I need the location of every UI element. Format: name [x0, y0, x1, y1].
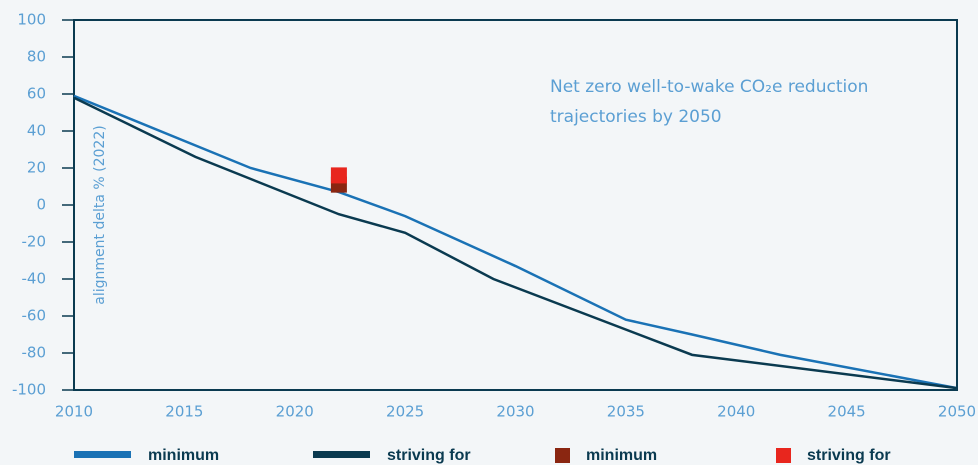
x-tick-label: 2050 — [938, 403, 976, 421]
legend-label: minimum — [148, 447, 219, 464]
x-tick-label: 2045 — [828, 403, 866, 421]
x-tick-label: 2020 — [276, 403, 314, 421]
y-tick-label: -80 — [22, 344, 47, 362]
y-tick-label: -60 — [22, 307, 47, 325]
legend-label: striving for — [387, 447, 471, 464]
legend-swatch — [776, 448, 791, 463]
legend-swatch — [74, 451, 131, 458]
y-tick-label: 60 — [27, 85, 46, 103]
line — [73, 96, 958, 390]
y-tick-label: -100 — [12, 381, 46, 399]
plot-frame — [73, 19, 958, 391]
y-tick-label: -40 — [22, 270, 47, 288]
y-tick-label: -20 — [22, 233, 47, 251]
y-axis-label: alignment delta % (2022) — [92, 125, 108, 304]
x-tick-label: 2040 — [717, 403, 755, 421]
legend-swatch — [555, 448, 570, 463]
y-tick-label: 80 — [27, 48, 46, 66]
annotation: Net zero well-to-wake CO₂e reduction — [550, 77, 868, 97]
marker — [330, 167, 347, 184]
x-tick-label: 2025 — [386, 403, 424, 421]
y-tick-label: 20 — [27, 159, 46, 177]
legend-label: striving for — [807, 447, 891, 464]
x-tick-label: 2035 — [607, 403, 645, 421]
y-tick-label: 40 — [27, 122, 46, 140]
y-tick-label: 100 — [17, 11, 46, 29]
x-tick-label: 2010 — [55, 403, 93, 421]
x-tick-label: 2030 — [496, 403, 534, 421]
legend-label: minimum — [586, 447, 657, 464]
legend-swatch — [313, 451, 370, 458]
annotation: trajectories by 2050 — [550, 107, 722, 127]
y-tick-label: 0 — [36, 196, 46, 214]
x-tick-label: 2015 — [165, 403, 203, 421]
line — [73, 94, 958, 390]
